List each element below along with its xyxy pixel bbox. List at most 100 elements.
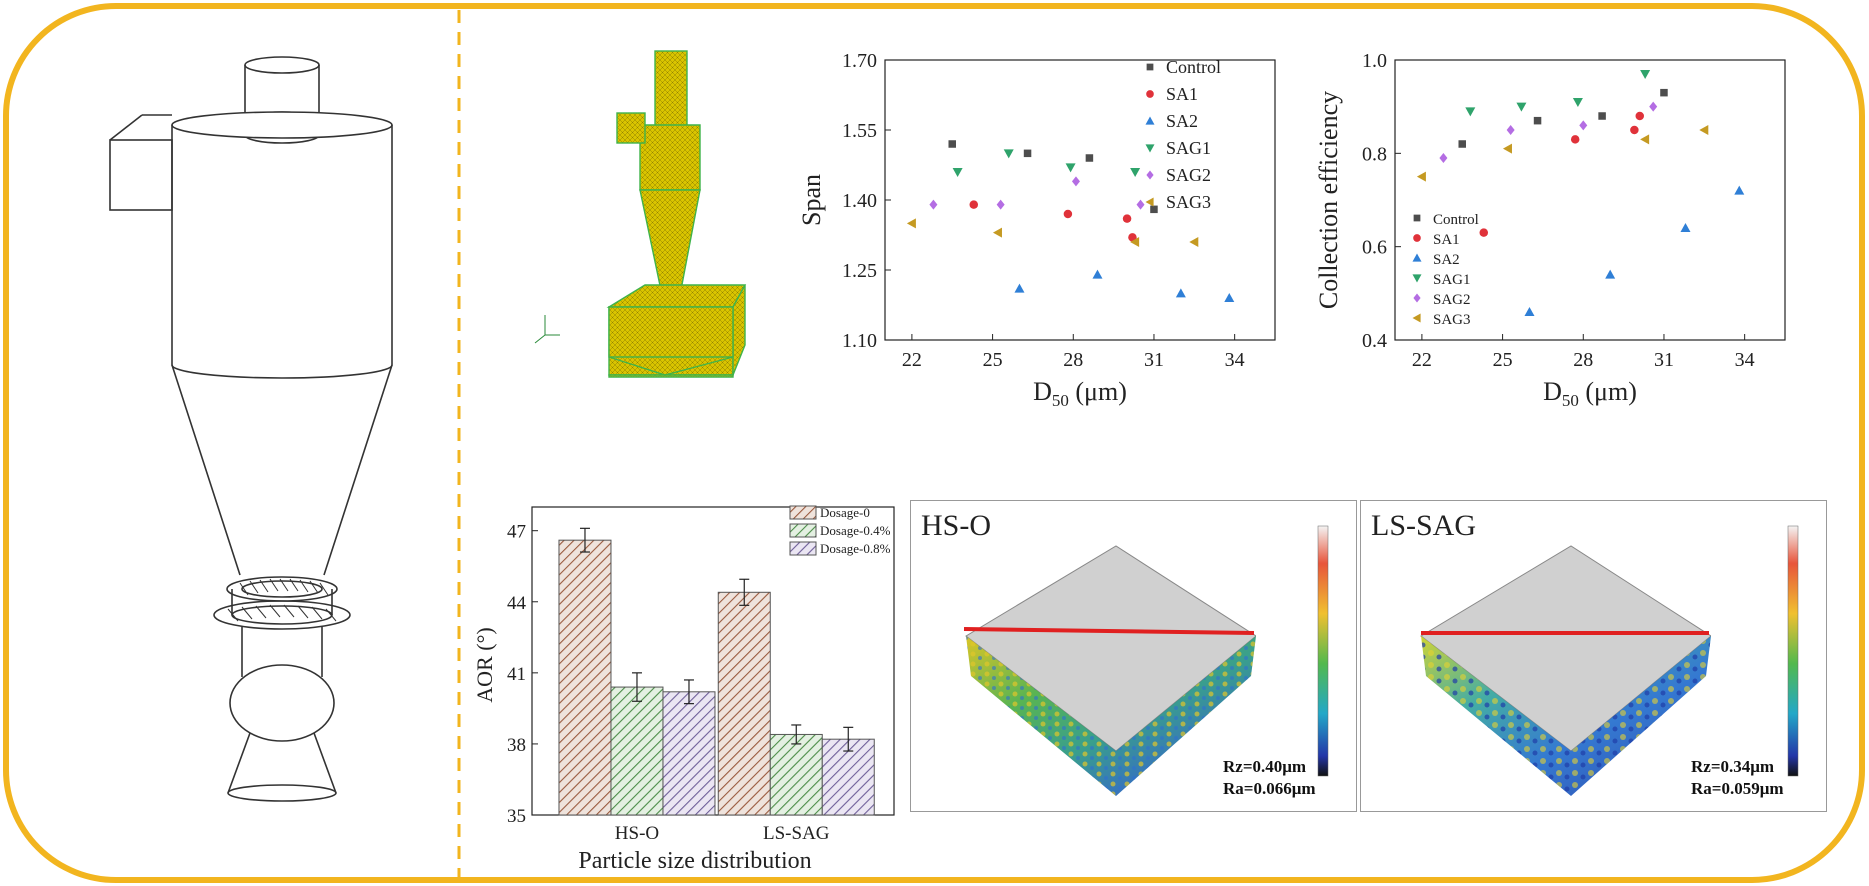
ra-value: Ra=0.066μm bbox=[1223, 779, 1316, 798]
data-point-sag2 bbox=[1649, 101, 1658, 112]
legend-marker-sa1 bbox=[1413, 234, 1421, 242]
y-axis-label: Collection efficiency bbox=[1314, 91, 1343, 309]
x-tick-label: 22 bbox=[902, 349, 922, 371]
plot-frame bbox=[1394, 59, 1786, 341]
roughness-values: Rz=0.40μm Ra=0.066μm bbox=[1223, 756, 1316, 800]
legend-label: Control bbox=[1433, 212, 1479, 228]
data-point-sag3 bbox=[1189, 237, 1199, 247]
data-point-sag3 bbox=[1130, 237, 1140, 247]
data-point-sag3 bbox=[1502, 143, 1512, 154]
data-point-sag1 bbox=[1130, 168, 1141, 177]
data-point-sag2 bbox=[1579, 120, 1588, 131]
topography-panel-ls-sag: LS-SAG Rz=0.34μm Ra=0.059μm bbox=[1360, 500, 1827, 812]
legend-marker-sa1 bbox=[1146, 90, 1154, 98]
legend-label: SAG2 bbox=[1166, 165, 1211, 185]
data-point-control bbox=[1023, 149, 1032, 158]
data-point-sag1 bbox=[1465, 107, 1476, 117]
data-point-sag3 bbox=[1416, 171, 1426, 182]
x-axis-label: D50 (μm) bbox=[1543, 377, 1637, 410]
rounded-frame bbox=[3, 3, 1865, 883]
data-point-sa2 bbox=[1014, 283, 1025, 293]
data-point-sag2 bbox=[1506, 125, 1515, 135]
data-point-sa1 bbox=[1479, 228, 1489, 237]
data-point-sa2 bbox=[1524, 307, 1535, 316]
data-point-sag3 bbox=[1640, 134, 1650, 145]
efficiency-scatter-chart: Collection efficiency D50 (μm) 22 25 28 31 3… bbox=[1314, 50, 1786, 410]
x-tick-label: 34 bbox=[1225, 349, 1245, 371]
y-tick-label: 47 bbox=[507, 522, 526, 543]
data-point-sag2 bbox=[996, 199, 1005, 210]
data-point-sa2 bbox=[1605, 269, 1616, 279]
height-colorbar bbox=[1317, 525, 1329, 777]
x-tick-label: 28 bbox=[1573, 349, 1593, 371]
data-point-sag2 bbox=[1071, 176, 1080, 187]
data-point-sa2 bbox=[1224, 293, 1235, 302]
legend-marker-sag3 bbox=[1145, 197, 1154, 207]
legend-label: SAG3 bbox=[1166, 192, 1211, 212]
x-tick-label: 22 bbox=[1412, 349, 1432, 371]
bar-hs-o-1 bbox=[610, 686, 664, 816]
y-tick-label: 44 bbox=[507, 593, 527, 614]
legend-swatch bbox=[789, 523, 817, 538]
data-point-sa1 bbox=[969, 200, 979, 209]
aor-bar-chart: AOR (°) Particle size distribution 35 38 4… bbox=[472, 505, 895, 874]
data-point-control bbox=[948, 140, 956, 148]
data-point-sa2 bbox=[1734, 185, 1745, 195]
legend-label: Control bbox=[1166, 57, 1221, 77]
profile-line bbox=[963, 627, 1255, 635]
legend-label: SA1 bbox=[1166, 84, 1198, 104]
data-point-sag3 bbox=[1699, 125, 1709, 135]
height-colorbar bbox=[1787, 525, 1799, 777]
bar-hs-o-0 bbox=[558, 539, 612, 816]
legend-label: SA2 bbox=[1433, 252, 1460, 268]
y-tick-label: 0.4 bbox=[1362, 330, 1387, 352]
axis-triad-icon bbox=[534, 315, 560, 344]
data-point-control bbox=[1458, 140, 1466, 148]
data-point-sa1 bbox=[1122, 214, 1132, 223]
data-point-sa2 bbox=[1092, 269, 1103, 279]
plot-frame bbox=[884, 59, 1276, 341]
legend-marker-sag3 bbox=[1412, 313, 1421, 323]
x-axis-label: D50 (μm) bbox=[1033, 377, 1127, 410]
y-tick-label: 0.8 bbox=[1362, 143, 1387, 165]
legend-marker-sa2 bbox=[1412, 253, 1422, 262]
data-point-sa1 bbox=[1630, 125, 1639, 135]
x-tick-label: 34 bbox=[1735, 349, 1755, 371]
ra-value: Ra=0.059μm bbox=[1691, 779, 1784, 798]
legend-label: Dosage-0.8% bbox=[820, 541, 891, 556]
legend-marker-sag1 bbox=[1145, 144, 1155, 153]
y-tick-label: 35 bbox=[507, 806, 526, 827]
data-point-sa1 bbox=[1635, 111, 1645, 121]
y-tick-label: 38 bbox=[507, 735, 526, 756]
mesh-model bbox=[534, 50, 747, 378]
legend-swatch bbox=[789, 541, 817, 556]
legend-swatch bbox=[789, 505, 817, 520]
mesh-box-top bbox=[606, 284, 747, 308]
roughness-values: Rz=0.34μm Ra=0.059μm bbox=[1691, 756, 1784, 800]
legend-marker-sag1 bbox=[1412, 274, 1422, 283]
x-tick-label: 25 bbox=[1493, 349, 1513, 371]
x-tick-label: 28 bbox=[1063, 349, 1083, 371]
data-point-sag1 bbox=[1640, 70, 1651, 79]
data-point-control bbox=[1598, 112, 1606, 120]
data-point-control bbox=[1150, 205, 1158, 214]
y-axis-label: AOR (°) bbox=[472, 627, 497, 702]
data-point-sag2 bbox=[1439, 153, 1448, 163]
data-point-sag1 bbox=[952, 168, 963, 177]
legend-label: SAG1 bbox=[1433, 272, 1471, 288]
data-point-control bbox=[1660, 88, 1668, 97]
legend-marker-control bbox=[1146, 63, 1154, 71]
y-tick-label: 1.40 bbox=[842, 190, 877, 212]
y-tick-label: 1.25 bbox=[842, 260, 877, 282]
legend-label: SA2 bbox=[1166, 111, 1198, 131]
data-point-sa1 bbox=[1570, 135, 1580, 144]
y-tick-label: 41 bbox=[507, 664, 526, 685]
y-tick-label: 1.0 bbox=[1362, 50, 1387, 72]
bar-ls-sag-1 bbox=[769, 733, 823, 816]
bar-ls-sag-0 bbox=[717, 591, 771, 816]
legend-marker-sa2 bbox=[1145, 116, 1155, 125]
data-point-sag2 bbox=[1136, 199, 1145, 210]
legend-marker-sag2 bbox=[1413, 293, 1421, 303]
x-tick-label: 31 bbox=[1144, 349, 1164, 371]
x-tick-label: LS-SAG bbox=[763, 823, 830, 844]
